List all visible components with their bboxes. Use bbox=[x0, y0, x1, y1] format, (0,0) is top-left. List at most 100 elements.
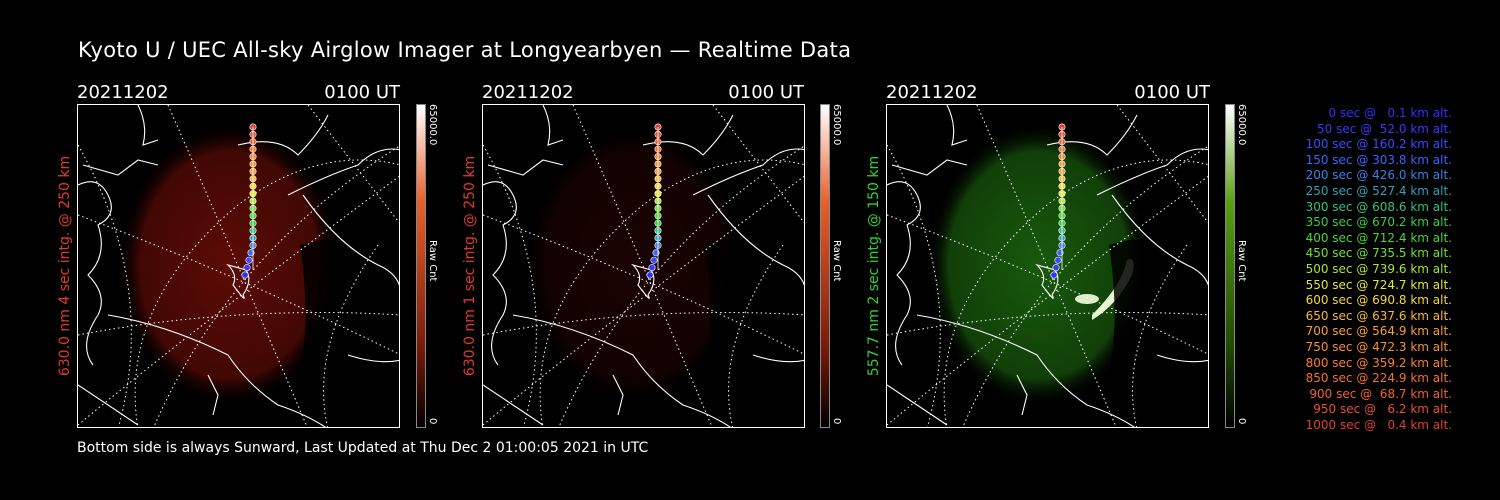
coastline bbox=[78, 181, 112, 366]
airglow-image-panel-2 bbox=[482, 104, 805, 428]
grid-line bbox=[572, 105, 713, 427]
wavelength-label: 557.7 nm 2 sec intg. @ 150 km bbox=[866, 155, 882, 377]
grid-line bbox=[887, 175, 1208, 426]
side-label-1: 630.0 nm 4 sec intg. @ 250 km bbox=[55, 104, 75, 428]
panel-time-3: 0100 UT bbox=[1134, 82, 1210, 103]
legend-entry: 950 sec @ 6.2 km alt. bbox=[1309, 402, 1452, 417]
track-point bbox=[648, 264, 656, 272]
coastline bbox=[237, 114, 329, 156]
legend-entry: 450 sec @ 735.5 km alt. bbox=[1301, 246, 1452, 261]
legend-entry: 800 sec @ 359.2 km alt. bbox=[1301, 355, 1452, 370]
wavelength-label: 630.0 nm 1 sec intg. @ 250 km bbox=[462, 155, 478, 377]
legend-entry: 600 sec @ 690.8 km alt. bbox=[1301, 293, 1452, 308]
dark-region bbox=[1088, 237, 1208, 427]
coastline bbox=[512, 314, 731, 427]
coastline bbox=[347, 354, 399, 363]
grid-line bbox=[558, 145, 804, 427]
side-label-2: 630.0 nm 1 sec intg. @ 250 km bbox=[460, 104, 480, 428]
track-point bbox=[646, 271, 654, 279]
coastline bbox=[1035, 263, 1059, 299]
grid-line bbox=[887, 144, 941, 427]
coastline bbox=[891, 159, 968, 176]
track-point bbox=[1052, 264, 1060, 272]
legend-entry: 200 sec @ 426.0 km alt. bbox=[1301, 168, 1452, 183]
legend-entry: 550 sec @ 724.7 km alt. bbox=[1301, 277, 1452, 292]
grid-line bbox=[976, 105, 1117, 427]
legend-entry: 350 sec @ 670.2 km alt. bbox=[1301, 215, 1452, 230]
legend-entry: 150 sec @ 303.8 km alt. bbox=[1301, 152, 1452, 167]
coastline bbox=[916, 314, 1135, 427]
colorbar-3 bbox=[1225, 104, 1235, 428]
grid-line bbox=[539, 159, 804, 427]
grid-line bbox=[887, 214, 1208, 355]
coastline bbox=[487, 159, 564, 176]
legend-entry: 900 sec @ 68.7 km alt. bbox=[1305, 386, 1452, 401]
coastline bbox=[542, 105, 564, 146]
coastline bbox=[612, 374, 624, 416]
legend-entry: 850 sec @ 224.9 km alt. bbox=[1301, 371, 1452, 386]
legend-entry: 100 sec @ 160.2 km alt. bbox=[1301, 137, 1452, 152]
panel-date-3: 20211202 bbox=[886, 82, 978, 103]
legend-entry: 750 sec @ 472.3 km alt. bbox=[1301, 339, 1452, 354]
coastline bbox=[483, 384, 544, 426]
coastline bbox=[82, 159, 159, 176]
grid-line bbox=[1116, 105, 1208, 224]
track-point bbox=[1050, 271, 1058, 279]
grid-line bbox=[483, 175, 804, 426]
coastline bbox=[752, 354, 804, 363]
coastline bbox=[1096, 148, 1208, 196]
grid-line bbox=[307, 105, 399, 224]
legend-entry: 500 sec @ 739.6 km alt. bbox=[1301, 261, 1452, 276]
panel-time-1: 0100 UT bbox=[324, 82, 400, 103]
dark-region bbox=[684, 237, 804, 427]
coastline bbox=[302, 194, 399, 286]
grid-line bbox=[78, 144, 132, 427]
legend-entry: 400 sec @ 712.4 km alt. bbox=[1301, 230, 1452, 245]
sky-map bbox=[887, 105, 1208, 427]
coastline bbox=[483, 181, 517, 366]
coastline bbox=[137, 105, 159, 146]
coastline bbox=[107, 314, 326, 427]
legend-entry: 300 sec @ 608.6 km alt. bbox=[1301, 199, 1452, 214]
track-point bbox=[241, 271, 249, 279]
grid-line bbox=[167, 105, 308, 427]
panel-time-2: 0100 UT bbox=[728, 82, 804, 103]
grid-line bbox=[78, 312, 399, 336]
track-point bbox=[245, 256, 253, 264]
coastline bbox=[226, 263, 250, 299]
grid-line bbox=[153, 145, 399, 427]
coastline bbox=[1111, 194, 1208, 286]
grid-line bbox=[887, 312, 1208, 336]
panel-date-2: 20211202 bbox=[482, 82, 574, 103]
coastline bbox=[887, 384, 948, 426]
coastline bbox=[78, 384, 139, 426]
grid-line bbox=[134, 159, 399, 427]
aurora-spot bbox=[1075, 294, 1099, 304]
track-point bbox=[1056, 249, 1064, 257]
legend-entry: 250 sec @ 527.4 km alt. bbox=[1301, 183, 1452, 198]
wavelength-label: 630.0 nm 4 sec intg. @ 250 km bbox=[57, 155, 73, 377]
dark-region bbox=[279, 237, 399, 427]
panel-date-1: 20211202 bbox=[77, 82, 169, 103]
coastline bbox=[946, 105, 968, 146]
coastline bbox=[1016, 374, 1028, 416]
coastline bbox=[1046, 114, 1138, 156]
side-label-3: 557.7 nm 2 sec intg. @ 150 km bbox=[864, 104, 884, 428]
coastline bbox=[887, 181, 921, 366]
coastline bbox=[1156, 354, 1208, 363]
track-point bbox=[650, 256, 658, 264]
colorbar-2 bbox=[820, 104, 830, 428]
sky-map bbox=[483, 105, 804, 427]
track-point bbox=[1054, 256, 1062, 264]
page-title: Kyoto U / UEC All-sky Airglow Imager at … bbox=[78, 38, 852, 62]
grid-line bbox=[962, 145, 1208, 427]
coastline bbox=[642, 114, 734, 156]
grid-line bbox=[483, 214, 804, 355]
airglow-image-panel-1 bbox=[77, 104, 400, 428]
coastline bbox=[707, 194, 804, 286]
legend-entry: 700 sec @ 564.9 km alt. bbox=[1301, 324, 1452, 339]
sky-map bbox=[78, 105, 399, 427]
coastline bbox=[287, 148, 399, 196]
grid-line bbox=[78, 175, 399, 426]
legend-entry: 50 sec @ 52.0 km alt. bbox=[1309, 121, 1452, 136]
